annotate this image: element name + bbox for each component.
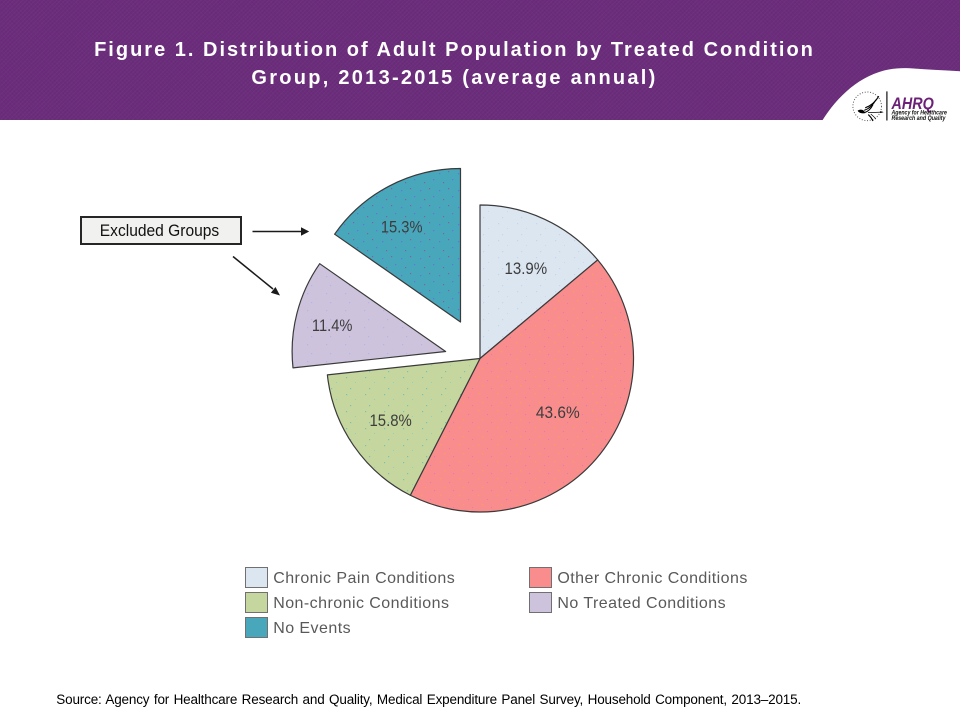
svg-text:43.6%: 43.6% xyxy=(536,403,580,422)
svg-text:15.8%: 15.8% xyxy=(370,411,412,430)
svg-text:AHRQ: AHRQ xyxy=(891,94,934,113)
svg-text:15.3%: 15.3% xyxy=(381,218,423,237)
svg-text:Excluded Groups: Excluded Groups xyxy=(100,221,219,240)
svg-text:Research and Quality: Research and Quality xyxy=(892,115,947,122)
svg-text:11.4%: 11.4% xyxy=(312,316,353,335)
svg-text:13.9%: 13.9% xyxy=(505,259,548,278)
svg-text:Agency for Healthcare: Agency for Healthcare xyxy=(891,110,948,117)
